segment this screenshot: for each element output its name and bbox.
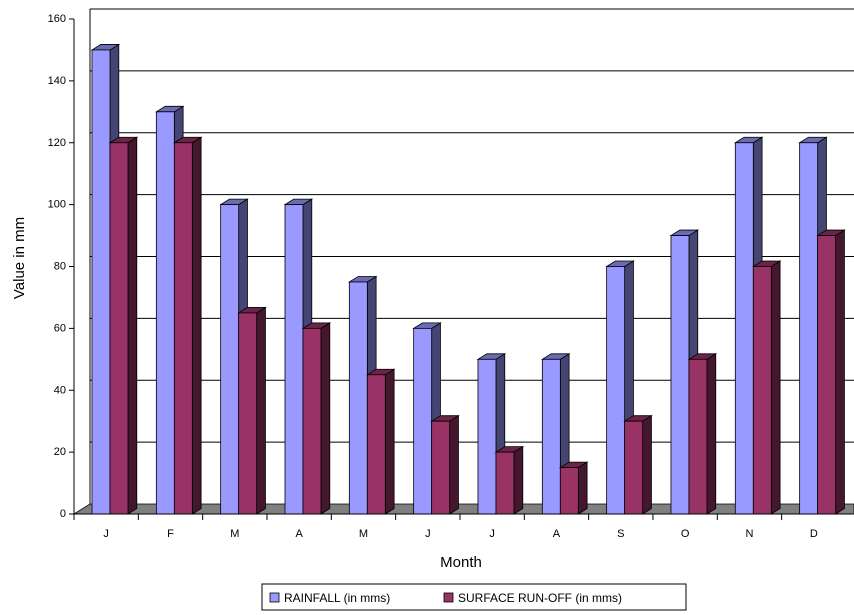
- y-tick-label: 100: [48, 199, 66, 211]
- x-tick-label: F: [167, 528, 174, 540]
- bar-surface-9: [623, 414, 653, 515]
- bar-side: [256, 306, 266, 515]
- x-tick-label: A: [295, 528, 303, 540]
- x-tick-label: D: [810, 528, 818, 540]
- bar-surface-5: [365, 368, 396, 515]
- bar-side: [127, 136, 138, 515]
- bar-side: [642, 414, 652, 515]
- bar-front: [688, 358, 708, 515]
- bar-surface-4: [301, 322, 332, 515]
- bar-front: [495, 451, 515, 515]
- bar-side: [513, 445, 524, 515]
- bar-surface-1: [108, 136, 139, 515]
- bar-side: [449, 414, 459, 515]
- x-axis-title: Month: [440, 554, 482, 571]
- bar-front: [366, 374, 386, 515]
- x-tick-label: J: [425, 528, 431, 540]
- y-tick-label: 120: [48, 137, 66, 149]
- bar-front: [91, 49, 111, 515]
- bar-front: [431, 420, 451, 515]
- bar-surface-10: [687, 353, 718, 515]
- bar-side: [835, 229, 845, 515]
- bar-surface-6: [430, 414, 460, 515]
- bar-surface-11: [751, 260, 782, 515]
- bar-front: [752, 266, 772, 515]
- y-axis-title: Value in mm: [11, 217, 28, 299]
- bar-side: [320, 322, 331, 515]
- bar-front: [238, 312, 258, 515]
- y-tick-label: 140: [48, 75, 66, 87]
- bar-surface-3: [237, 306, 267, 515]
- bar-side: [770, 260, 781, 515]
- x-tick-label: M: [359, 528, 368, 540]
- bar-front: [624, 420, 644, 515]
- bar-side: [577, 461, 588, 515]
- bar-surface-12: [816, 229, 846, 515]
- bar-front: [413, 327, 433, 515]
- y-tick-label: 60: [54, 322, 66, 334]
- bar-front: [541, 358, 561, 515]
- x-tick-label: M: [230, 528, 239, 540]
- y-tick-labels: 0 20 40 60 80 100 120 140 160: [48, 13, 74, 520]
- bar-front: [559, 467, 579, 515]
- y-tick-label: 0: [60, 508, 66, 520]
- bar-front: [109, 142, 129, 515]
- legend-box: [261, 583, 687, 611]
- bar-front: [670, 235, 690, 515]
- legend-label-surface-run-off: SURFACE RUN-OFF (in mms): [458, 591, 622, 605]
- bar-front: [734, 142, 754, 515]
- y-tick-label: 80: [54, 261, 66, 273]
- legend-swatch-surface-run-off: [443, 592, 454, 603]
- bar-side: [384, 368, 395, 515]
- bar-front: [348, 281, 368, 515]
- gridlines: [89, 8, 854, 504]
- y-tick-label: 40: [54, 384, 66, 396]
- bar-front: [606, 266, 626, 515]
- bar-surface-8: [558, 461, 589, 515]
- bar-surface-2: [172, 136, 203, 515]
- bar-side: [191, 136, 202, 515]
- x-tick-label: S: [617, 528, 624, 540]
- y-tick-label: 20: [54, 446, 66, 458]
- bar-front: [155, 111, 175, 515]
- legend-swatch-rainfall: [269, 592, 280, 603]
- bar-front: [302, 327, 322, 515]
- bar-front: [799, 142, 819, 515]
- x-tick-label: J: [489, 528, 495, 540]
- x-tick-label: O: [681, 528, 690, 540]
- bar-front: [173, 142, 193, 515]
- bar-side: [706, 353, 717, 515]
- y-tick-label: 160: [48, 13, 66, 25]
- x-tick-label: A: [553, 528, 561, 540]
- bar-surface-7: [494, 445, 525, 515]
- legend-label-rainfall: RAINFALL (in mms): [284, 591, 390, 605]
- x-tick-label: N: [745, 528, 753, 540]
- bar-front: [220, 204, 240, 515]
- bars: [90, 43, 846, 515]
- x-tick-label: J: [103, 528, 109, 540]
- bar-front: [477, 358, 497, 515]
- bar-front: [284, 204, 304, 515]
- bar-front: [817, 235, 837, 515]
- legend: RAINFALL (in mms) SURFACE RUN-OFF (in mm…: [261, 583, 687, 611]
